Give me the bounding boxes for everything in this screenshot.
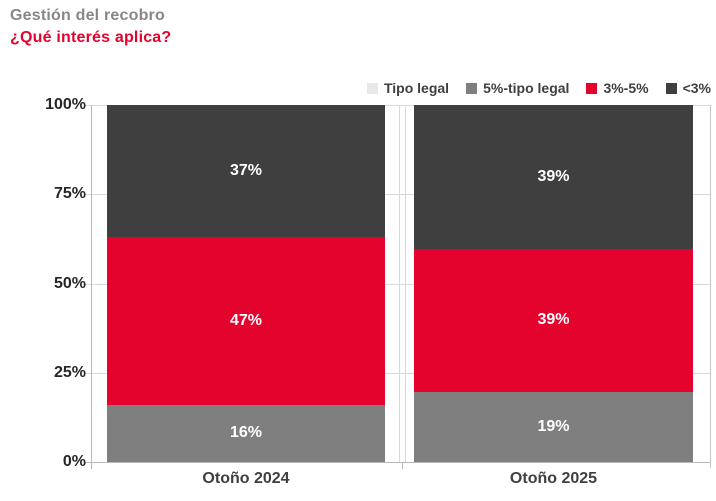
plot-right-border [710, 105, 711, 468]
bar-segment-5-tipo-legal: 19% [414, 392, 693, 462]
x-axis-tick [402, 462, 403, 469]
segment-value-label: 39% [537, 311, 570, 329]
legend-swatch-5-tipo-legal [466, 82, 478, 94]
segment-value-label: 19% [537, 418, 570, 436]
bar-segment-3-5: 47% [107, 237, 385, 405]
legend-item-3: <3% [665, 80, 711, 96]
gridline-75 [85, 194, 711, 195]
segment-value-label: 39% [537, 167, 570, 185]
bar-segment-5-tipo-legal: 16% [107, 404, 385, 462]
category-separator-line [399, 105, 400, 462]
legend-item-3-5: 3%-5% [586, 80, 649, 96]
legend-label: 3%-5% [603, 80, 649, 96]
legend-swatch-3 [665, 82, 677, 94]
y-tick-label-100: 100% [45, 96, 86, 113]
legend-item-tipo-legal: Tipo legal [366, 80, 450, 96]
legend: Tipo legal 5%-tipo legal 3%-5% <3% [366, 80, 711, 96]
legend-label: <3% [682, 80, 711, 96]
bar-segment-3: 39% [414, 105, 693, 249]
x-axis-label-otono-2024: Otoño 2024 [202, 470, 290, 487]
y-tick-label-50: 50% [53, 275, 86, 292]
segment-value-label: 47% [229, 311, 263, 329]
legend-label: 5%-tipo legal [483, 80, 570, 96]
gridline-50 [85, 284, 711, 285]
category-separator-line [405, 105, 406, 462]
x-axis-line [85, 462, 711, 463]
legend-label: Tipo legal [383, 80, 450, 96]
stacked-bar-otono-2024: 37% 47% 16% [107, 105, 385, 462]
bar-segment-3-5: 39% [414, 248, 693, 393]
y-tick-label-25: 25% [53, 364, 86, 381]
gridline-100 [85, 105, 711, 106]
y-tick-label-75: 75% [53, 185, 86, 202]
legend-item-5-tipo-legal: 5%-tipo legal [466, 80, 569, 96]
bar-segment-3: 37% [107, 105, 385, 238]
chart-title: Gestión del recobro [10, 7, 165, 24]
segment-value-label: 37% [229, 162, 263, 180]
chart-subtitle: ¿Qué interés aplica? [10, 29, 172, 46]
x-axis-label-otono-2025: Otoño 2025 [509, 470, 598, 487]
segment-value-label: 16% [229, 424, 263, 442]
stacked-bar-otono-2025: 39% 39% 19% [414, 105, 693, 462]
y-axis-line [91, 105, 92, 469]
legend-swatch-tipo-legal [366, 82, 378, 94]
legend-swatch-3-5 [586, 82, 598, 94]
y-tick-label-0: 0% [62, 453, 86, 470]
gridline-25 [85, 373, 711, 374]
